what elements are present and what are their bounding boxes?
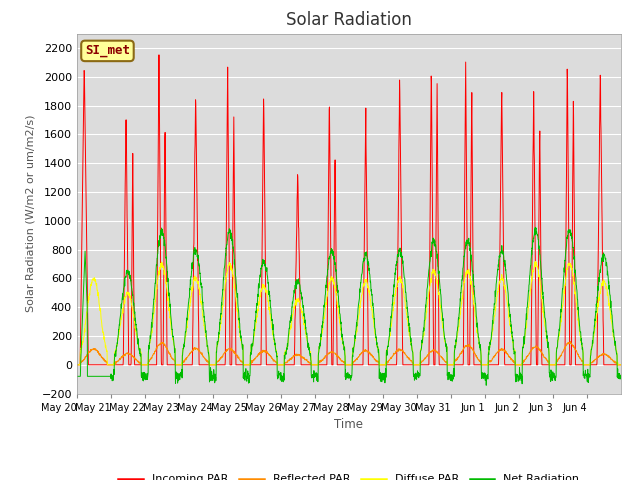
Net Radiation bbox=[609, 329, 617, 335]
Diffuse PAR bbox=[609, 331, 617, 336]
Y-axis label: Solar Radiation (W/m2 or um/m2/s): Solar Radiation (W/m2 or um/m2/s) bbox=[26, 115, 36, 312]
Diffuse PAR bbox=[617, 362, 625, 368]
Net Radiation bbox=[543, 338, 551, 344]
Diffuse PAR bbox=[244, 362, 252, 368]
Title: Solar Radiation: Solar Radiation bbox=[286, 11, 412, 29]
Net Radiation bbox=[127, 281, 135, 287]
Net Radiation bbox=[73, 373, 81, 379]
Diffuse PAR bbox=[531, 259, 539, 264]
Incoming PAR bbox=[245, 362, 253, 368]
Incoming PAR bbox=[543, 362, 551, 368]
X-axis label: Time: Time bbox=[334, 418, 364, 431]
Legend: Incoming PAR, Reflected PAR, Diffuse PAR, Net Radiation: Incoming PAR, Reflected PAR, Diffuse PAR… bbox=[114, 470, 584, 480]
Diffuse PAR bbox=[513, 362, 520, 368]
Text: SI_met: SI_met bbox=[85, 44, 130, 58]
Line: Diffuse PAR: Diffuse PAR bbox=[77, 262, 621, 365]
Reflected PAR bbox=[566, 339, 574, 345]
Reflected PAR bbox=[244, 362, 252, 368]
Incoming PAR bbox=[617, 362, 625, 368]
Net Radiation bbox=[381, 370, 389, 376]
Reflected PAR bbox=[609, 358, 617, 364]
Reflected PAR bbox=[127, 352, 135, 358]
Diffuse PAR bbox=[543, 336, 551, 342]
Incoming PAR bbox=[513, 362, 520, 368]
Incoming PAR bbox=[155, 52, 163, 58]
Net Radiation bbox=[531, 225, 539, 230]
Diffuse PAR bbox=[381, 362, 389, 368]
Net Radiation bbox=[513, 374, 520, 380]
Net Radiation bbox=[617, 372, 625, 378]
Incoming PAR bbox=[609, 362, 617, 368]
Diffuse PAR bbox=[73, 362, 81, 368]
Net Radiation bbox=[244, 374, 252, 380]
Line: Reflected PAR: Reflected PAR bbox=[77, 342, 621, 365]
Diffuse PAR bbox=[127, 299, 135, 305]
Reflected PAR bbox=[617, 362, 625, 368]
Line: Net Radiation: Net Radiation bbox=[77, 228, 621, 385]
Incoming PAR bbox=[381, 362, 389, 368]
Reflected PAR bbox=[543, 358, 551, 363]
Net Radiation bbox=[483, 383, 490, 388]
Incoming PAR bbox=[127, 360, 135, 366]
Reflected PAR bbox=[513, 362, 520, 368]
Reflected PAR bbox=[73, 362, 81, 368]
Reflected PAR bbox=[381, 362, 389, 368]
Line: Incoming PAR: Incoming PAR bbox=[77, 55, 621, 365]
Incoming PAR bbox=[73, 362, 81, 368]
